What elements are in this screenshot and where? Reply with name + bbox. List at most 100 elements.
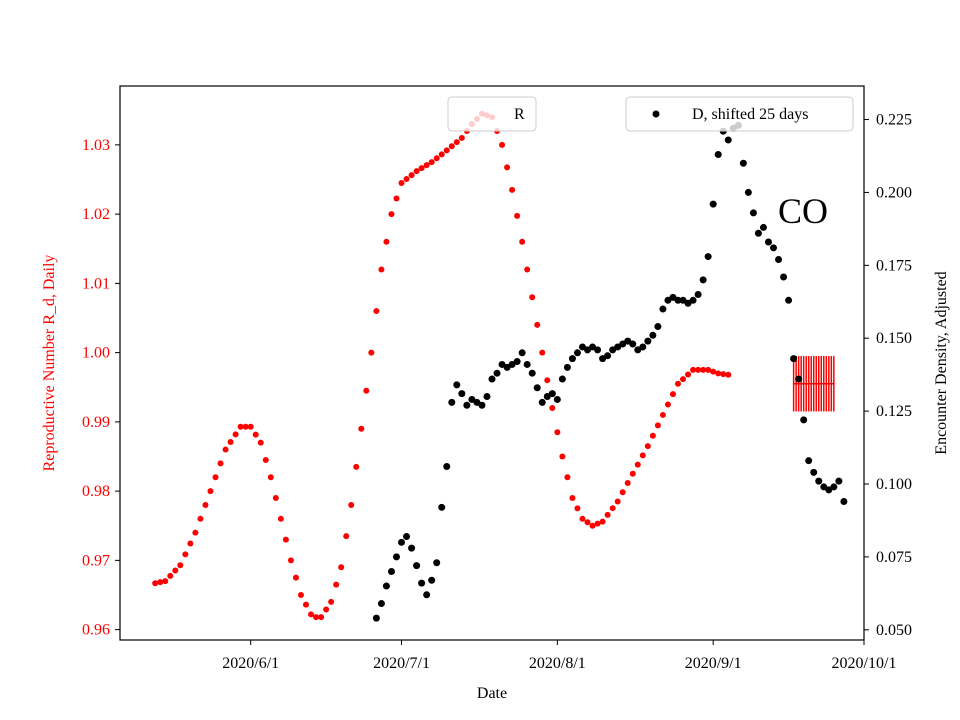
r-point <box>373 308 380 315</box>
r-point <box>519 238 526 245</box>
legend-d-label: D, shifted 25 days <box>692 106 808 123</box>
r-point <box>584 519 591 526</box>
d-point <box>568 355 576 363</box>
right-y-tick-label: 0.200 <box>876 184 912 201</box>
d-point <box>649 331 657 339</box>
d-point <box>408 544 416 552</box>
r-point <box>257 439 264 446</box>
r-point <box>282 536 289 543</box>
r-point <box>252 431 259 438</box>
r-point <box>403 176 410 183</box>
r-point <box>408 172 415 179</box>
r-point <box>328 598 335 605</box>
r-point <box>368 349 375 356</box>
d-point <box>780 273 788 281</box>
d-point <box>377 600 385 608</box>
r-point <box>700 366 707 373</box>
legend-r: R <box>447 96 537 132</box>
r-point <box>589 522 596 529</box>
r-point <box>207 488 214 495</box>
x-tick-label: 2020/6/1 <box>222 655 279 672</box>
plot-frame <box>119 85 865 641</box>
r-point <box>659 411 666 418</box>
r-point <box>152 580 159 587</box>
legend-d-marker <box>652 110 660 118</box>
left-y-tick-label: 1.03 <box>82 137 110 154</box>
r-point <box>554 429 561 436</box>
d-point <box>805 457 813 465</box>
r-point <box>237 423 244 430</box>
r-point <box>514 212 521 219</box>
r-point <box>539 349 546 356</box>
r-point <box>197 515 204 522</box>
d-point <box>749 209 757 217</box>
r-point <box>499 141 506 148</box>
r-point <box>303 601 309 608</box>
left-y-tick-label: 0.99 <box>82 414 110 431</box>
r-point <box>428 159 435 166</box>
r-point <box>619 489 626 496</box>
r-point <box>559 453 566 460</box>
r-point <box>187 540 194 547</box>
r-point <box>333 581 340 588</box>
left-y-axis-label: Reproductive Number R_d, Daily <box>41 255 58 472</box>
d-point <box>770 244 778 252</box>
r-point <box>569 495 576 502</box>
d-point <box>518 349 526 357</box>
d-point <box>810 468 818 476</box>
d-point <box>548 390 556 398</box>
d-point <box>483 393 491 401</box>
d-point <box>659 305 667 313</box>
r-point <box>383 238 390 245</box>
d-point <box>775 255 783 263</box>
d-point <box>795 375 803 383</box>
d-series <box>372 121 848 622</box>
d-point <box>709 200 717 208</box>
r-point <box>624 480 631 487</box>
d-point <box>785 296 793 304</box>
d-point <box>558 375 566 383</box>
r-point <box>634 461 641 468</box>
r-point <box>534 321 541 328</box>
d-point <box>387 567 395 575</box>
x-axis-label: Date <box>477 685 507 702</box>
right-y-tick-label: 0.100 <box>876 476 912 493</box>
r-point <box>579 515 586 522</box>
r-point <box>710 368 717 375</box>
r-point <box>423 162 430 169</box>
r-point <box>604 511 611 518</box>
r-point <box>338 564 345 571</box>
region-annotation: CO <box>778 191 828 231</box>
d-point <box>523 360 531 368</box>
d-point <box>443 463 451 471</box>
d-point <box>644 337 652 345</box>
r-point <box>212 474 219 481</box>
d-point <box>563 363 571 371</box>
r-point <box>453 139 460 146</box>
r-point <box>162 578 169 585</box>
r-point <box>277 515 284 522</box>
left-y-tick-label: 1.01 <box>82 275 110 292</box>
r-point <box>287 557 294 564</box>
x-tick-label: 2020/9/1 <box>685 655 742 672</box>
left-y-tick-label: 0.97 <box>82 552 110 569</box>
r-point <box>358 425 365 432</box>
r-point <box>715 370 722 377</box>
d-point <box>830 483 838 491</box>
r-point <box>232 431 239 438</box>
r-point <box>685 371 692 378</box>
r-point <box>313 614 320 621</box>
r-point <box>292 574 299 581</box>
d-point <box>448 398 456 406</box>
d-point <box>418 579 426 587</box>
d-point <box>840 498 848 505</box>
r-point <box>680 376 687 383</box>
r-point <box>262 456 269 463</box>
r-point <box>448 143 455 150</box>
r-point <box>433 155 440 162</box>
legend-d-box <box>625 96 854 132</box>
d-point <box>513 358 521 366</box>
r-point <box>564 474 571 481</box>
r-point <box>388 211 395 218</box>
